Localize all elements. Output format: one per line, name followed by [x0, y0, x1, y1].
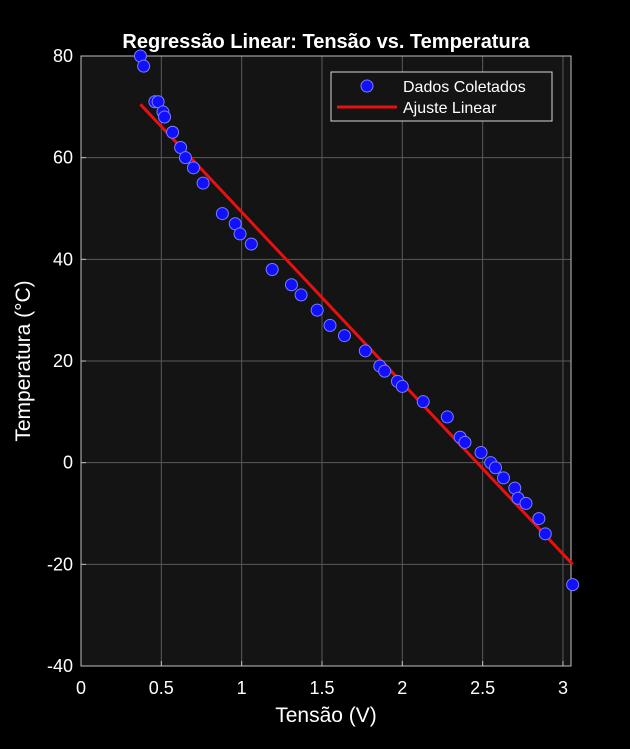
x-tick-label: 1.5 [309, 678, 334, 698]
x-tick-label: 0 [76, 678, 86, 698]
data-point [337, 329, 351, 343]
data-point [532, 512, 546, 526]
data-point [294, 288, 308, 302]
data-point [519, 496, 533, 510]
data-point [310, 303, 324, 317]
data-point [497, 471, 511, 485]
ticks-layer: 0 0.5 1 1.5 2 2.5 3 -40 -20 0 20 40 60 80 [47, 46, 568, 698]
data-point [137, 59, 151, 73]
y-tick-label: -20 [47, 554, 73, 574]
x-axis-label: Tensão (V) [275, 704, 377, 727]
x-tick-label: 0.5 [149, 678, 174, 698]
data-point [566, 578, 580, 592]
data-point [284, 278, 298, 292]
y-tick-label: -40 [47, 656, 73, 676]
y-tick-label: 0 [63, 453, 73, 473]
x-tick-label: 2.5 [470, 678, 495, 698]
data-point [323, 318, 337, 332]
legend: Dados Coletados Ajuste Linear [330, 71, 553, 122]
data-point [178, 151, 192, 165]
legend-label-fit: Ajuste Linear [403, 100, 497, 117]
data-point [166, 125, 180, 139]
data-point [233, 227, 247, 241]
fit-line [139, 103, 574, 566]
data-point [458, 435, 472, 449]
data-point [158, 110, 172, 124]
data-point [196, 176, 210, 190]
y-tick-label: 60 [53, 148, 73, 168]
x-tick-label: 3 [558, 678, 568, 698]
data-point [488, 461, 502, 475]
fit-layer [139, 103, 574, 566]
legend-marker-points [360, 79, 374, 93]
data-point [395, 379, 409, 393]
x-tick-label: 2 [397, 678, 407, 698]
data-point [244, 237, 258, 251]
data-point [215, 207, 229, 221]
y-axis-label: Temperatura (°C) [12, 280, 35, 441]
data-point [186, 161, 200, 175]
data-point [416, 395, 430, 409]
points-layer [133, 49, 580, 592]
y-tick-label: 20 [53, 351, 73, 371]
data-point [538, 527, 552, 541]
legend-label-points: Dados Coletados [403, 79, 526, 96]
data-point [358, 344, 372, 358]
data-point [474, 446, 488, 459]
y-tick-label: 80 [53, 46, 73, 66]
data-point [265, 263, 279, 276]
data-point [378, 364, 392, 378]
data-point [440, 410, 454, 424]
chart-title: Regressão Linear: Tensão vs. Temperatura [122, 31, 530, 53]
x-tick-label: 1 [237, 678, 247, 698]
y-tick-label: 40 [53, 249, 73, 269]
